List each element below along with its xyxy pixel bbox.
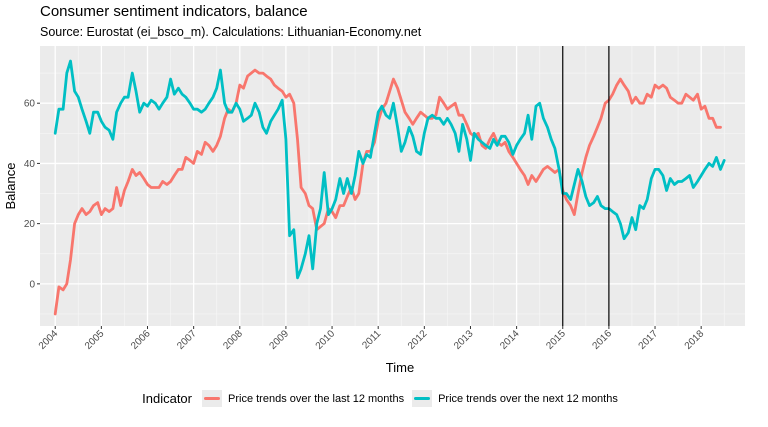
y-tick-label: 0 — [29, 279, 35, 290]
y-tick-label: 40 — [24, 159, 36, 170]
x-tick-label: 2017 — [637, 328, 661, 352]
legend-item-last-12-months: Price trends over the last 12 months — [202, 390, 404, 407]
major-gridlines — [40, 46, 745, 326]
legend: Indicator Price trends over the last 12 … — [0, 390, 768, 407]
x-tick-label: 2011 — [360, 328, 383, 351]
y-axis: 0 20 40 60 — [24, 99, 40, 290]
x-tick-label: 2006 — [129, 328, 153, 352]
x-tick-label: 2010 — [314, 328, 338, 352]
line-chart: 0 20 40 60 2004 2005 2006 2007 2008 2009 2010 2011… — [3, 46, 745, 375]
legend-key-last-12-months — [202, 390, 222, 407]
minor-gridlines — [40, 46, 745, 326]
legend-swatch-next-12-months — [414, 397, 431, 400]
legend-item-next-12-months: Price trends over the next 12 months — [412, 390, 618, 407]
x-tick-label: 2016 — [591, 328, 615, 352]
x-tick-label: 2015 — [544, 328, 568, 352]
chart-subtitle: Source: Eurostat (ei_bsco_m). Calculatio… — [40, 25, 422, 39]
x-tick-label: 2018 — [683, 328, 707, 352]
series-line-last-12-months — [53, 68, 722, 316]
y-tick-label: 60 — [24, 99, 36, 110]
legend-swatch-last-12-months — [204, 397, 220, 400]
series-line-next-12-months — [53, 59, 726, 280]
legend-key-next-12-months — [412, 390, 433, 407]
x-axis-title: Time — [386, 360, 414, 375]
x-axis: 2004 2005 2006 2007 2008 2009 2010 2011 2012 2013… — [37, 326, 707, 352]
x-tick-label: 2008 — [221, 328, 245, 352]
x-tick-label: 2005 — [83, 328, 107, 352]
chart-title: Consumer sentiment indicators, balance — [40, 3, 308, 20]
legend-label-last-12-months: Price trends over the last 12 months — [228, 392, 405, 405]
x-tick-label: 2013 — [452, 328, 476, 352]
series-layer — [53, 59, 726, 316]
x-tick-label: 2004 — [37, 328, 61, 352]
legend-title: Indicator — [142, 391, 192, 406]
x-tick-label: 2014 — [498, 328, 522, 352]
y-tick-label: 20 — [24, 219, 36, 230]
x-tick-label: 2012 — [406, 328, 430, 352]
x-tick-label: 2009 — [268, 328, 292, 352]
y-axis-title: Balance — [3, 163, 18, 210]
legend-label-next-12-months: Price trends over the next 12 months — [438, 392, 618, 405]
reference-lines — [562, 46, 610, 326]
x-tick-label: 2007 — [175, 328, 199, 352]
